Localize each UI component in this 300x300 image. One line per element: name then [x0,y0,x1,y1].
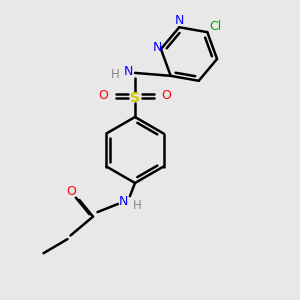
Text: S: S [130,91,140,104]
Text: O: O [66,185,76,198]
Text: N: N [118,195,128,208]
Text: O: O [162,89,171,102]
Text: H: H [133,199,142,212]
Text: N: N [153,41,163,54]
Text: N: N [175,14,184,27]
Text: O: O [99,89,108,102]
Text: H: H [111,68,120,81]
Text: Cl: Cl [210,20,222,33]
Text: N: N [124,65,133,78]
